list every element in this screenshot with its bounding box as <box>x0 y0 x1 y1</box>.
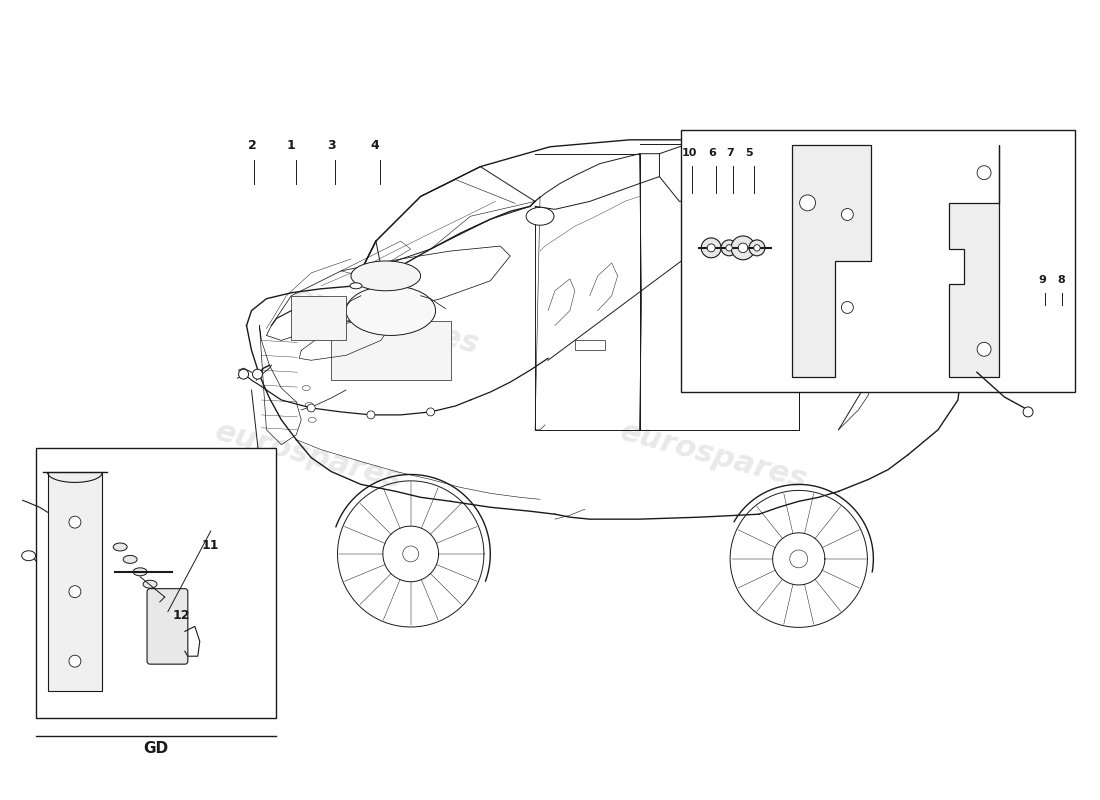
Text: eurospares: eurospares <box>212 417 406 494</box>
Text: 9: 9 <box>1038 275 1046 285</box>
Text: 5: 5 <box>746 149 754 158</box>
Bar <box>714 321 744 330</box>
Circle shape <box>977 342 991 356</box>
Circle shape <box>69 516 81 528</box>
Ellipse shape <box>526 207 554 226</box>
Circle shape <box>738 243 748 253</box>
Text: eurospares: eurospares <box>694 282 888 359</box>
Circle shape <box>69 586 81 598</box>
Circle shape <box>732 236 755 260</box>
Bar <box>292 296 346 341</box>
Ellipse shape <box>308 418 316 422</box>
Ellipse shape <box>305 402 314 407</box>
Text: 7: 7 <box>727 149 735 158</box>
Circle shape <box>842 302 854 314</box>
Circle shape <box>842 209 854 221</box>
Circle shape <box>1023 407 1033 417</box>
Ellipse shape <box>346 286 436 335</box>
Circle shape <box>707 244 715 252</box>
Circle shape <box>726 245 733 251</box>
Ellipse shape <box>351 261 420 290</box>
Circle shape <box>253 370 263 379</box>
Bar <box>47 473 102 691</box>
Text: 2: 2 <box>248 139 256 152</box>
Circle shape <box>307 404 316 412</box>
Ellipse shape <box>350 283 362 289</box>
Text: 11: 11 <box>202 539 220 552</box>
Circle shape <box>701 238 722 258</box>
Circle shape <box>367 411 375 419</box>
Text: GD: GD <box>143 741 168 756</box>
Text: 8: 8 <box>1057 275 1065 285</box>
Ellipse shape <box>302 386 310 390</box>
Ellipse shape <box>113 543 128 551</box>
Circle shape <box>754 245 760 251</box>
Circle shape <box>800 195 815 211</box>
Circle shape <box>69 655 81 667</box>
FancyBboxPatch shape <box>147 589 188 664</box>
Circle shape <box>427 408 434 416</box>
Ellipse shape <box>826 331 851 350</box>
Text: 12: 12 <box>173 610 190 622</box>
Text: 10: 10 <box>681 149 696 158</box>
Ellipse shape <box>133 568 147 576</box>
Text: eurospares: eurospares <box>289 282 483 359</box>
Ellipse shape <box>153 593 167 601</box>
Text: 1: 1 <box>286 139 295 152</box>
FancyBboxPatch shape <box>35 448 276 718</box>
Ellipse shape <box>22 550 35 561</box>
Text: 4: 4 <box>371 139 380 152</box>
Text: 6: 6 <box>708 149 716 158</box>
Text: eurospares: eurospares <box>617 417 811 494</box>
Text: 3: 3 <box>327 139 336 152</box>
Ellipse shape <box>123 555 138 563</box>
FancyBboxPatch shape <box>681 130 1076 392</box>
Bar <box>331 321 451 380</box>
Circle shape <box>722 240 737 256</box>
Circle shape <box>749 240 764 256</box>
Ellipse shape <box>143 580 157 588</box>
Polygon shape <box>949 145 999 377</box>
Circle shape <box>790 550 807 568</box>
Bar <box>575 341 605 350</box>
Circle shape <box>403 546 419 562</box>
Circle shape <box>239 370 249 379</box>
Polygon shape <box>792 145 871 377</box>
Circle shape <box>977 166 991 180</box>
